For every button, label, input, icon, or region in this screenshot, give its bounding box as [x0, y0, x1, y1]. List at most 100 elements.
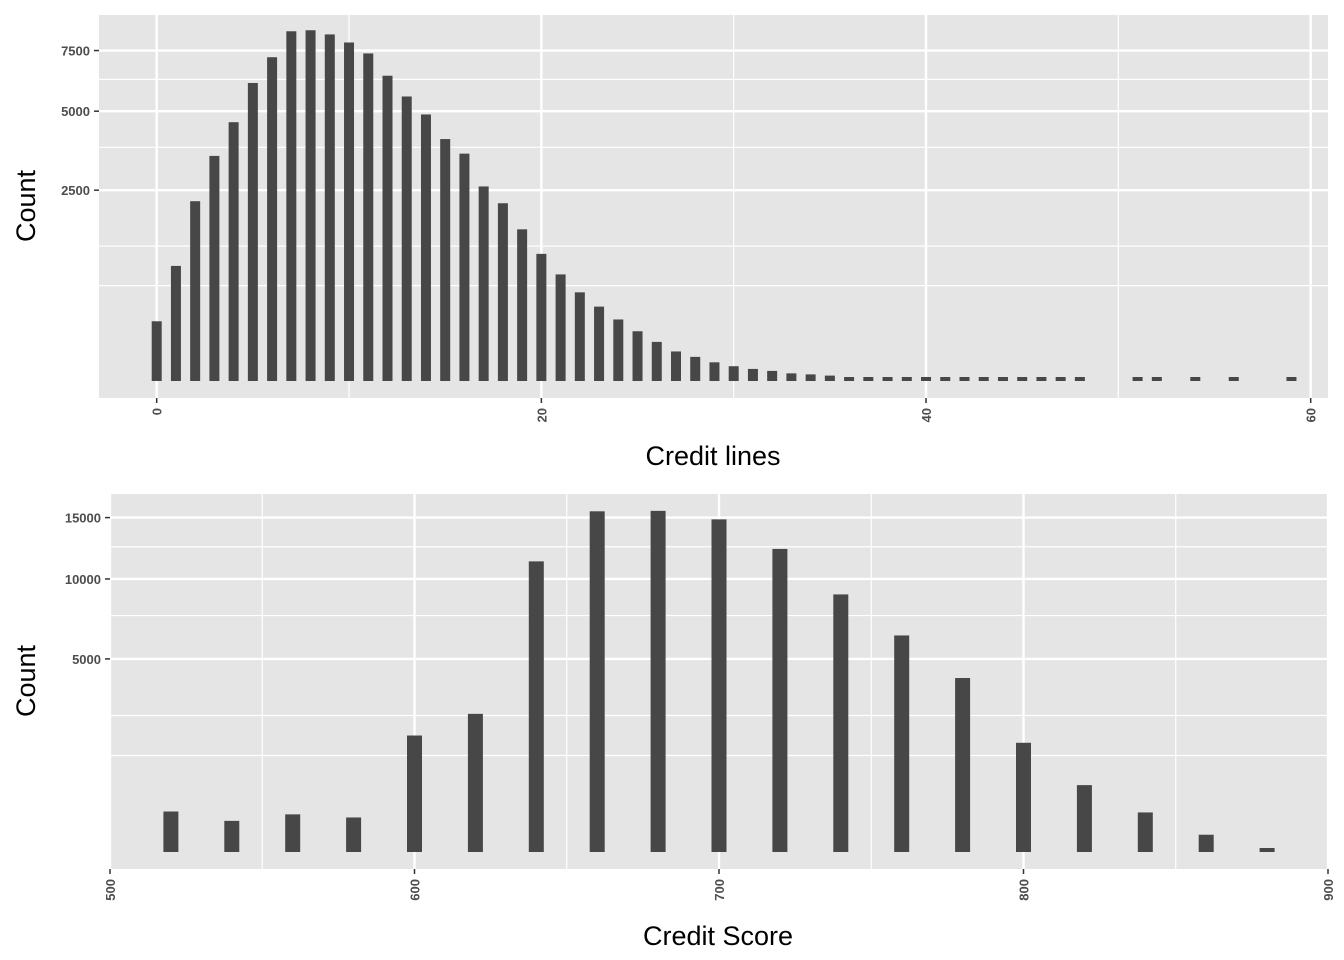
bar	[1016, 742, 1031, 852]
y-tick-label: 5000	[72, 652, 101, 667]
bar	[690, 356, 701, 381]
bar	[978, 377, 989, 381]
y-tick-label: 2500	[61, 183, 90, 198]
y-tick-label: 15000	[65, 511, 101, 526]
bar	[517, 229, 528, 381]
bar	[1151, 377, 1162, 381]
x-tick-label: 600	[408, 879, 423, 901]
bar	[997, 377, 1008, 381]
x-tick-label: 40	[919, 408, 934, 422]
plot-background	[99, 15, 1328, 398]
x-axis-title: Credit lines	[645, 441, 780, 471]
x-axis-title: Credit Score	[643, 921, 793, 951]
bar	[651, 341, 662, 381]
bar	[478, 186, 489, 381]
bar	[824, 375, 835, 381]
bar	[382, 75, 393, 382]
bar	[955, 678, 971, 852]
bars	[151, 30, 1297, 382]
bar	[1137, 812, 1153, 852]
x-tick-label: 500	[103, 879, 118, 901]
bar	[1036, 377, 1047, 381]
bar	[190, 201, 201, 381]
bar	[1228, 377, 1239, 381]
bar	[324, 34, 335, 381]
bar	[267, 57, 278, 382]
bar	[747, 368, 758, 381]
x-tick-label: 900	[1321, 879, 1336, 901]
bar	[728, 366, 739, 381]
bars	[163, 510, 1275, 852]
bar	[711, 519, 727, 852]
bar	[613, 319, 624, 381]
bar	[497, 203, 508, 381]
bar	[894, 635, 910, 852]
bar	[459, 153, 470, 381]
bar	[921, 377, 932, 381]
ticks: 0 20 40 60 2500 5000 7500	[61, 44, 1319, 423]
bar	[650, 510, 666, 852]
bar	[772, 548, 788, 852]
bar	[863, 377, 874, 381]
bar	[346, 817, 362, 852]
bar	[709, 362, 720, 381]
y-tick-label: 10000	[65, 572, 101, 587]
y-axis-title: Count	[11, 644, 41, 717]
bar	[209, 155, 220, 381]
bar	[555, 274, 566, 381]
bar	[286, 31, 297, 381]
bar	[767, 370, 778, 381]
bar	[1259, 848, 1275, 852]
bar	[420, 114, 431, 381]
y-axis-title: Count	[11, 169, 41, 242]
bar	[1198, 834, 1214, 852]
bar	[528, 561, 544, 852]
bar	[344, 42, 355, 382]
bar	[589, 511, 605, 852]
x-tick-label: 800	[1017, 879, 1032, 901]
bar	[536, 253, 547, 381]
bar	[305, 30, 316, 382]
bar	[833, 594, 849, 852]
bar	[632, 331, 643, 381]
bar	[670, 351, 681, 381]
x-tick-label: 60	[1304, 408, 1319, 422]
bar	[467, 713, 483, 852]
bar	[940, 377, 951, 381]
bar	[247, 82, 258, 382]
bar	[363, 53, 374, 382]
bar	[1190, 377, 1201, 381]
bar	[163, 811, 179, 852]
credit-score-panel: 500 600 700 800 900 5000 10000 15000 Credit Sco…	[11, 494, 1336, 951]
bar	[786, 373, 797, 381]
bar	[228, 122, 239, 381]
bar	[844, 377, 855, 381]
x-tick-label: 20	[534, 408, 549, 422]
x-tick-label: 700	[712, 879, 727, 901]
bar	[901, 377, 912, 381]
bar	[170, 265, 181, 381]
bar	[574, 292, 585, 381]
bar	[401, 96, 412, 382]
bar	[805, 374, 816, 381]
bar	[407, 735, 422, 852]
bar	[224, 820, 240, 852]
bar	[1076, 785, 1092, 852]
bar	[959, 377, 970, 381]
bar	[1017, 377, 1028, 381]
ticks: 500 600 700 800 900 5000 10000 15000	[65, 511, 1336, 901]
grid	[99, 15, 1328, 398]
bar	[1055, 377, 1066, 381]
bar	[1286, 377, 1297, 381]
bar	[1132, 377, 1143, 381]
x-tick-label: 0	[150, 408, 165, 415]
credit-lines-panel: 0 20 40 60 2500 5000 7500 Credit lines Count	[11, 15, 1328, 471]
y-tick-label: 5000	[61, 104, 90, 119]
bar	[594, 306, 605, 381]
bar	[1074, 377, 1085, 381]
y-tick-label: 7500	[61, 44, 90, 59]
bar	[882, 377, 893, 381]
bar	[440, 139, 451, 381]
bar	[151, 321, 162, 381]
